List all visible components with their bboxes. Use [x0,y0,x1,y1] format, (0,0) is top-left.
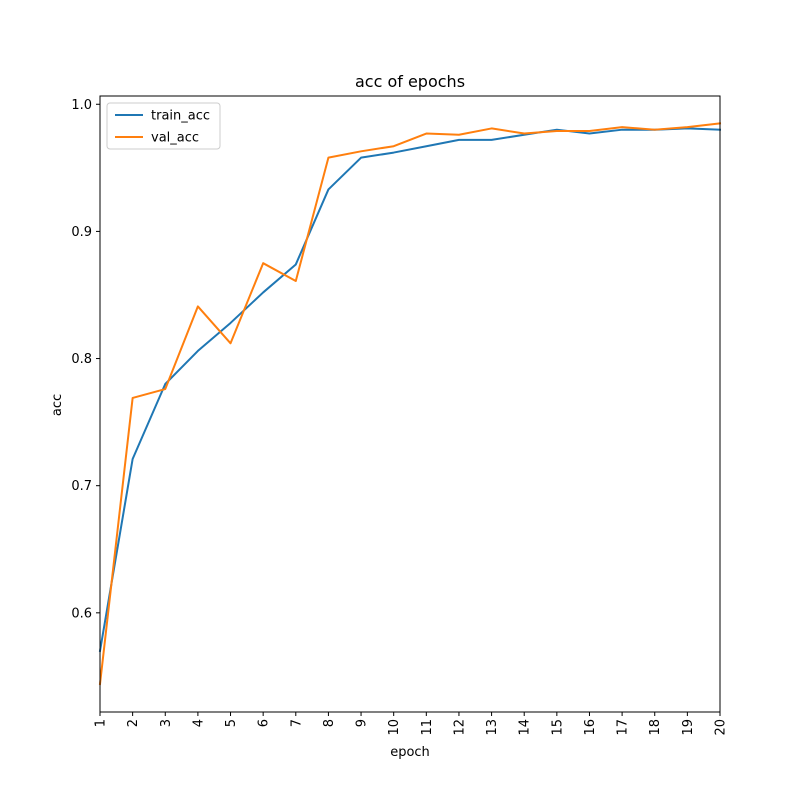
plot-frame [99,95,721,713]
x-tick-label: 15 [550,719,565,736]
x-tick-label: 8 [322,719,337,727]
x-tick-label: 16 [583,719,598,736]
x-tick-label: 7 [289,719,304,727]
y-tick-label: 0.6 [71,606,92,621]
x-tick-label: 19 [681,719,696,736]
y-tick-label: 0.8 [71,352,92,367]
y-tick-label: 1.0 [71,98,92,113]
y-axis-label: acc [50,394,65,416]
x-tick-label: 14 [518,719,533,736]
x-tick-label: 3 [159,719,174,727]
legend-label-train_acc: train_acc [151,109,210,124]
x-tick-label: 17 [616,719,631,736]
chart-title: acc of epochs [355,72,465,91]
plot-area: 1 2 3 4 5 6 7 8 9 10 11 12 13 14 15 16 17 18 19 200.60.70.8… [71,95,729,736]
legend-label-val_acc: val_acc [151,131,199,146]
series-line-train_acc [98,127,722,653]
x-tick-label: 9 [355,719,370,727]
x-tick-label: 1 [94,719,109,727]
x-tick-label: 11 [420,719,435,736]
x-tick-label: 12 [452,719,467,736]
y-tick-label: 0.7 [71,479,92,494]
x-tick-label: 18 [648,719,663,736]
x-tick-label: 2 [126,719,141,727]
series-line-val_acc [98,122,722,686]
x-tick-label: 10 [387,719,402,736]
x-axis-label: epoch [390,745,430,760]
y-tick-label: 0.9 [71,225,92,240]
x-tick-label: 20 [714,719,729,736]
x-tick-label: 13 [485,719,500,736]
x-tick-label: 4 [191,719,206,727]
x-tick-label: 5 [224,719,239,727]
x-tick-label: 6 [257,719,272,727]
